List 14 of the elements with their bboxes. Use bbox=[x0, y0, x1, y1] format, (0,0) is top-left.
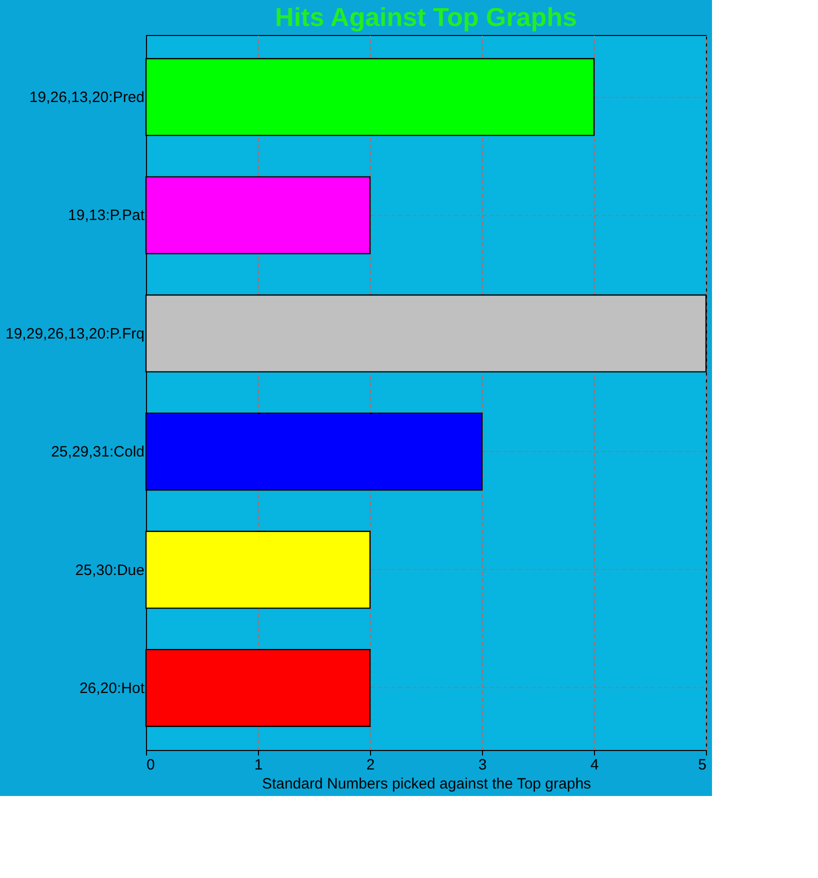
x-axis-title: Standard Numbers picked against the Top graphs bbox=[262, 776, 592, 792]
x-tick-label: 3 bbox=[478, 756, 487, 774]
chart-title: Hits Against Top Graphs bbox=[275, 2, 577, 32]
y-tick-label: 26,20:Hot bbox=[79, 680, 146, 697]
y-tick-label: 25,29,31:Cold bbox=[51, 444, 144, 461]
x-tick-label: 2 bbox=[366, 756, 375, 774]
y-tick-label: 19,13:P.Pat bbox=[68, 207, 146, 224]
y-tick-label: 19,29,26,13,20:P.Frq bbox=[6, 325, 144, 342]
x-tick-label: 5 bbox=[698, 756, 706, 774]
y-tick-label: 19,26,13,20:Pred bbox=[29, 89, 144, 106]
x-tick-label: 4 bbox=[590, 756, 599, 774]
y-tick-label: 25,30:Due bbox=[75, 562, 144, 579]
x-tick-label: 1 bbox=[254, 756, 263, 774]
x-tick-label: 0 bbox=[146, 756, 155, 774]
